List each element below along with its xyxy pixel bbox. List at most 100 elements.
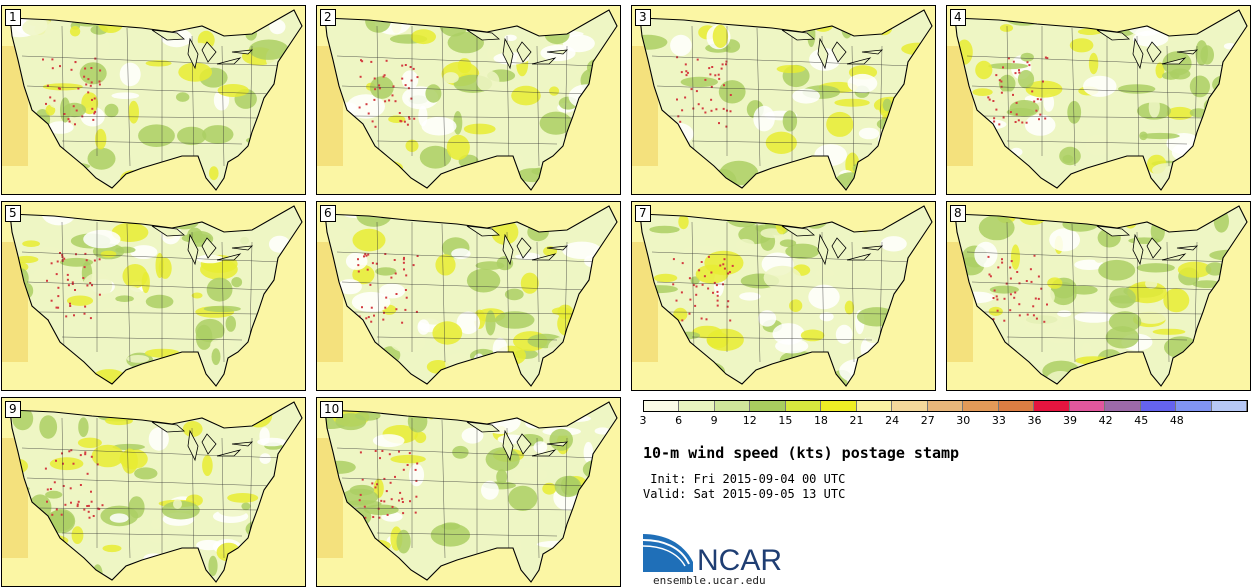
wind-speed-blob	[363, 504, 399, 516]
high-wind-cell	[726, 305, 729, 308]
wind-speed-blob	[1016, 167, 1033, 188]
wind-speed-blob	[145, 294, 174, 309]
wind-speed-blob	[148, 532, 170, 544]
wind-speed-blob	[1064, 206, 1080, 221]
high-wind-cell	[74, 123, 76, 126]
member-panel: 5	[1, 201, 306, 391]
wind-speed-blob	[144, 348, 180, 358]
high-wind-cell	[1035, 109, 1038, 112]
wind-speed-blob	[251, 544, 284, 557]
high-wind-cell	[404, 289, 407, 291]
wind-speed-blob	[22, 240, 40, 247]
great-lake	[1146, 41, 1162, 63]
coastline	[9, 9, 303, 191]
great-lake	[1096, 225, 1131, 237]
state-border	[21, 55, 283, 67]
wind-speed-blob	[339, 151, 380, 167]
high-wind-cell	[1046, 57, 1049, 60]
state-border	[691, 140, 873, 145]
wind-speed-blob	[88, 15, 112, 25]
high-wind-cell	[1003, 297, 1006, 300]
high-wind-cell	[727, 300, 730, 303]
high-wind-cell	[371, 120, 374, 123]
wind-speed-blob	[1202, 137, 1240, 144]
high-wind-cell	[710, 109, 713, 112]
wind-speed-blob	[1011, 169, 1031, 184]
high-wind-cell	[729, 110, 732, 113]
high-wind-cell	[378, 87, 381, 90]
wind-speed-blob	[254, 314, 278, 340]
high-wind-cell	[378, 84, 381, 87]
wind-speed-blob	[572, 296, 593, 308]
wind-speed-blob	[1057, 310, 1072, 317]
wind-speed-blob	[575, 376, 615, 386]
wind-speed-blob	[351, 291, 391, 313]
high-wind-cell	[371, 482, 374, 485]
high-wind-cell	[405, 274, 408, 277]
wind-speed-blob	[473, 219, 493, 227]
great-lake	[861, 49, 884, 55]
high-wind-cell	[698, 269, 701, 272]
wind-speed-blob	[352, 228, 386, 252]
wind-speed-blob	[893, 339, 912, 361]
high-wind-cell	[404, 64, 407, 66]
high-wind-cell	[67, 118, 70, 121]
wind-speed-blob	[839, 358, 879, 383]
wind-speed-blob	[83, 229, 121, 249]
high-wind-cell	[996, 298, 999, 301]
great-lake	[531, 449, 557, 457]
state-border	[756, 223, 761, 363]
wind-speed-blob	[1189, 75, 1210, 98]
high-wind-cell	[695, 285, 698, 288]
high-wind-cell	[1001, 258, 1003, 261]
high-wind-cell	[708, 67, 711, 70]
high-wind-cell	[50, 262, 53, 265]
high-wind-cell	[394, 100, 397, 103]
high-wind-cell	[704, 78, 707, 81]
wind-speed-blob	[119, 405, 131, 413]
coastline	[954, 205, 1248, 387]
chart-title: 10-m wind speed (kts) postage stamp	[643, 444, 960, 462]
high-wind-cell	[57, 306, 60, 309]
wind-speed-blob	[594, 427, 611, 435]
high-wind-cell	[719, 264, 722, 267]
high-wind-cell	[363, 255, 365, 258]
high-wind-cell	[1039, 98, 1042, 101]
wind-speed-blob	[341, 488, 379, 506]
high-wind-cell	[51, 513, 54, 516]
high-wind-cell	[68, 450, 71, 453]
high-wind-cell	[722, 263, 725, 266]
high-wind-cell	[401, 501, 404, 503]
coastline	[639, 9, 933, 191]
wind-speed-blob	[1217, 347, 1241, 355]
high-wind-cell	[375, 262, 378, 265]
wind-speed-blob	[182, 421, 203, 437]
wind-speed-blob	[263, 166, 272, 185]
state-border	[1006, 221, 1010, 353]
wind-speed-blob	[600, 332, 612, 352]
high-wind-cell	[1037, 297, 1040, 300]
high-wind-cell	[74, 289, 76, 291]
high-wind-cell	[75, 109, 78, 112]
wind-speed-blob	[696, 362, 725, 381]
wind-speed-blob	[241, 502, 251, 511]
high-wind-cell	[993, 117, 996, 120]
wind-speed-blob	[662, 122, 694, 145]
high-wind-cell	[77, 500, 80, 503]
wind-speed-map	[317, 9, 618, 191]
colorbar-swatch	[963, 401, 999, 411]
great-lake	[201, 237, 217, 259]
state-border	[441, 223, 446, 363]
high-wind-cell	[1000, 80, 1003, 83]
wind-speed-blob	[347, 563, 357, 580]
high-wind-cell	[373, 77, 376, 80]
high-wind-cell	[707, 255, 710, 258]
high-wind-cell	[66, 273, 69, 276]
high-wind-cell	[1000, 91, 1003, 94]
wind-speed-blob	[112, 443, 145, 451]
high-wind-cell	[398, 499, 400, 502]
high-wind-cell	[725, 63, 727, 66]
wind-speed-blob	[150, 518, 162, 530]
high-wind-cell	[701, 283, 704, 286]
high-wind-cell	[90, 67, 93, 69]
